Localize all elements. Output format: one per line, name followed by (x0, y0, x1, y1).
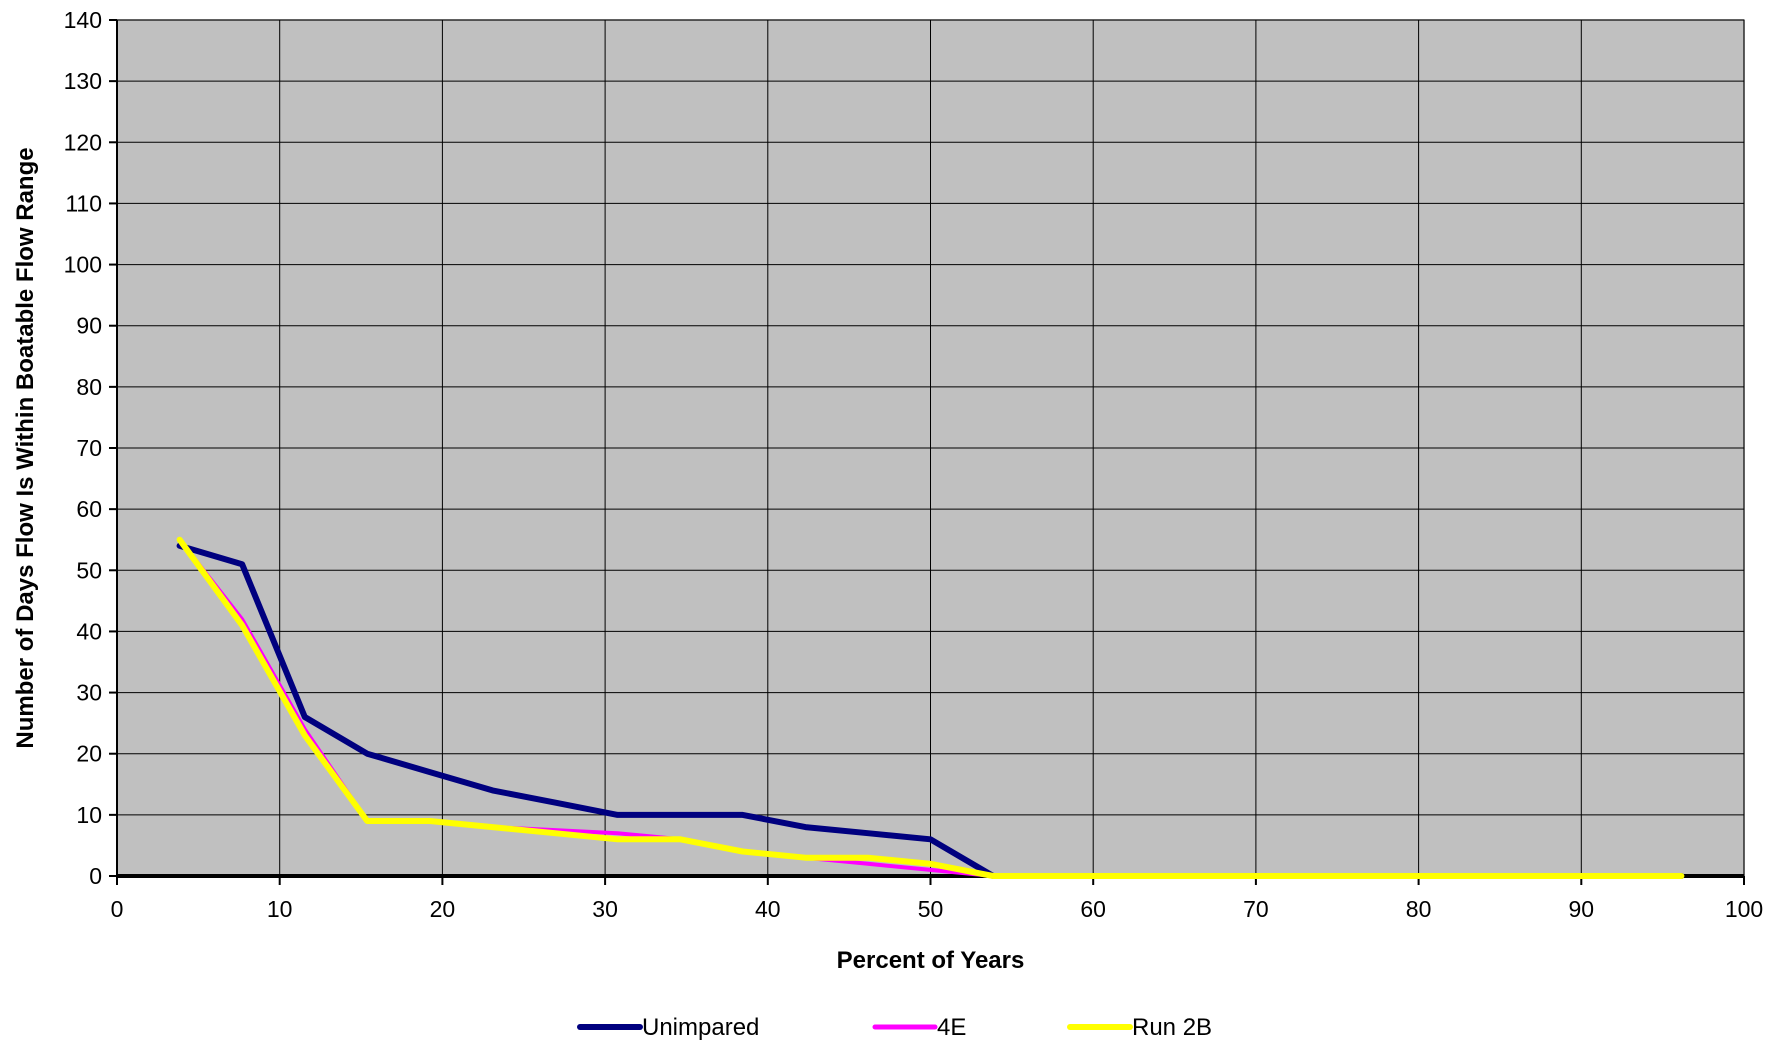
y-tick-label: 0 (89, 863, 102, 889)
x-tick-label: 100 (1725, 896, 1763, 922)
x-tick-label: 50 (918, 896, 944, 922)
y-tick-label: 20 (76, 741, 102, 767)
x-tick-label: 60 (1080, 896, 1106, 922)
y-axis-title: Number of Days Flow Is Within Boatable F… (12, 147, 39, 748)
y-tick-label: 100 (64, 252, 102, 278)
x-axis-title: Percent of Years (837, 947, 1025, 974)
y-tick-label: 80 (76, 374, 102, 400)
x-tick-label: 70 (1243, 896, 1269, 922)
x-tick-label: 0 (111, 896, 124, 922)
y-tick-label: 30 (76, 680, 102, 706)
x-tick-label: 80 (1406, 896, 1432, 922)
y-tick-label: 10 (76, 802, 102, 828)
y-tick-label: 40 (76, 618, 102, 644)
y-tick-label: 50 (76, 557, 102, 583)
x-tick-label: 90 (1569, 896, 1595, 922)
y-tick-label: 130 (64, 68, 102, 94)
x-tick-label: 20 (430, 896, 456, 922)
y-tick-label: 60 (76, 496, 102, 522)
x-tick-label: 40 (755, 896, 781, 922)
y-tick-label: 110 (65, 190, 102, 216)
y-tick-label: 70 (76, 435, 102, 461)
legend-label: 4E (937, 1014, 966, 1041)
y-tick-label: 90 (76, 313, 102, 339)
series-line-2 (176, 536, 1685, 879)
legend-label: Unimpared (642, 1014, 759, 1041)
legend-label: Run 2B (1132, 1014, 1212, 1041)
x-tick-label: 30 (592, 896, 618, 922)
y-tick-label: 140 (64, 7, 102, 33)
x-tick-label: 10 (267, 896, 293, 922)
y-tick-label: 120 (64, 129, 102, 155)
